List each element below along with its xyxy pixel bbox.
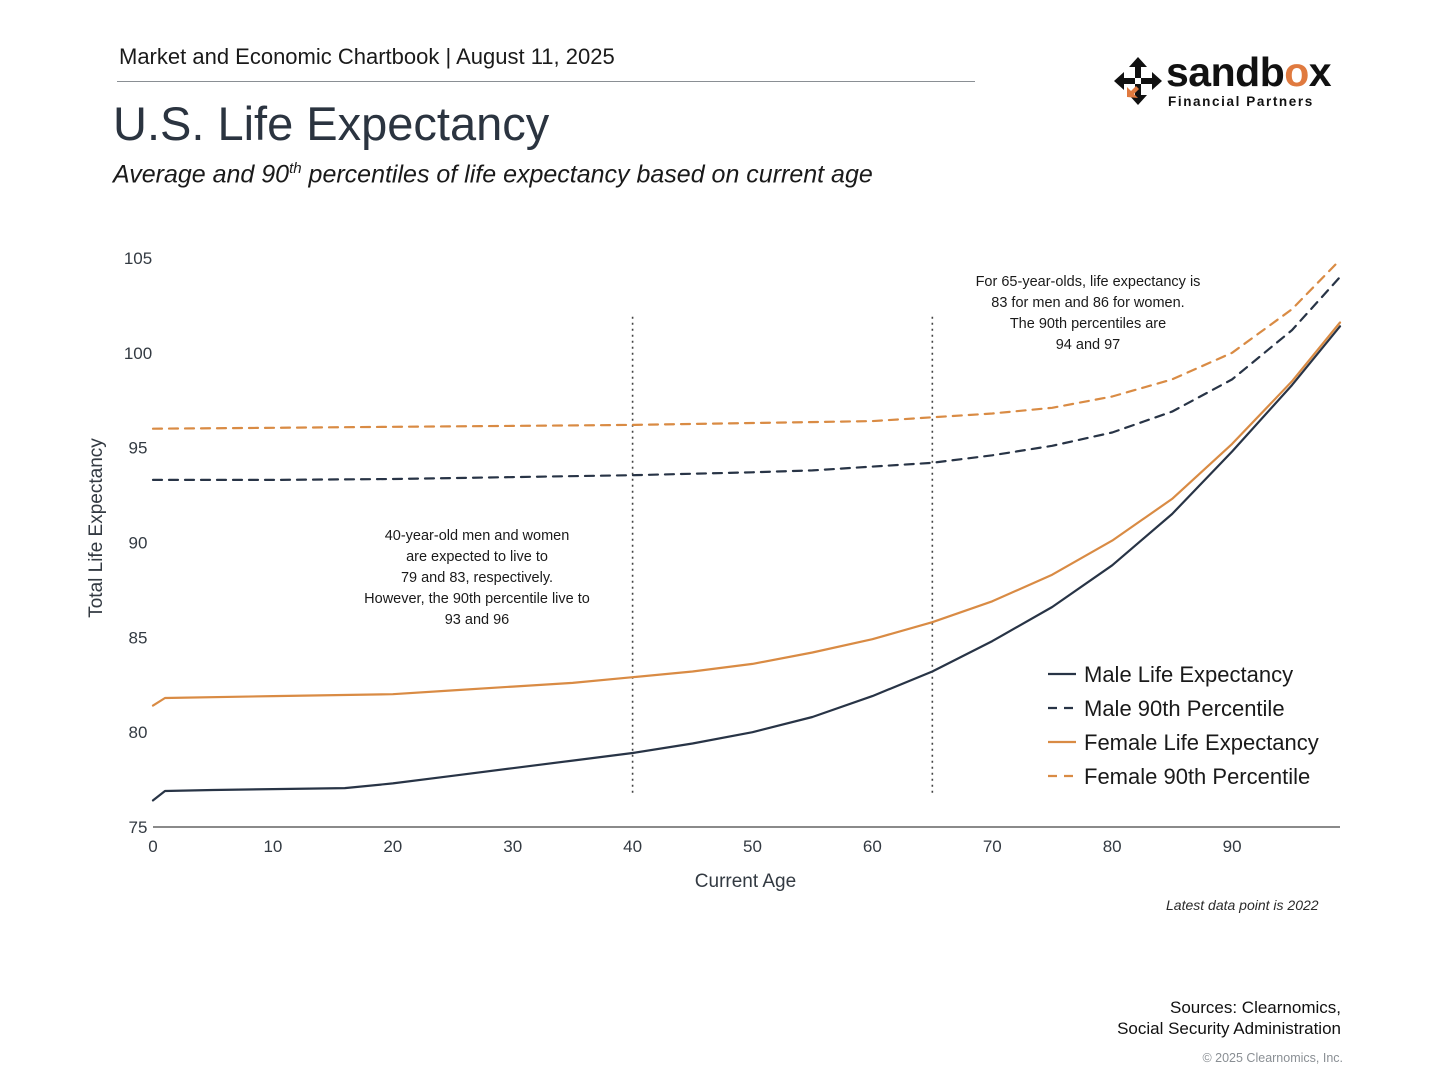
x-tick-label: 90 <box>1223 837 1242 856</box>
sources-line-2: Social Security Administration <box>1117 1019 1341 1038</box>
y-tick-label: 80 <box>129 723 148 742</box>
annotation-line: 40-year-old men and women <box>385 528 570 544</box>
sandbox-logo: sandbox Financial Partners <box>1114 49 1332 114</box>
y-tick-label: 85 <box>129 628 148 647</box>
annotation-line: 83 for men and 86 for women. <box>991 295 1184 311</box>
legend-label: Male 90th Percentile <box>1084 696 1285 721</box>
y-tick-label: 100 <box>124 344 152 363</box>
latest-data-note: Latest data point is 2022 <box>1166 897 1319 913</box>
legend-label: Male Life Expectancy <box>1084 662 1293 687</box>
annotation-line: 79 and 83, respectively. <box>401 570 553 586</box>
legend-label: Female Life Expectancy <box>1084 730 1319 755</box>
series-line-female-life-expectancy <box>151 321 1342 707</box>
legend-label: Female 90th Percentile <box>1084 764 1310 789</box>
legend-item: Female 90th Percentile <box>1048 764 1310 789</box>
sources-note: Sources: Clearnomics, Social Security Ad… <box>1117 997 1341 1039</box>
annotation-line: The 90th percentiles are <box>1010 316 1166 332</box>
chartbook-header: Market and Economic Chartbook | August 1… <box>119 44 615 69</box>
annotation-line: However, the 90th percentile live to <box>364 591 590 607</box>
annotations: 40-year-old men and women are expected to… <box>364 274 1200 628</box>
x-tick-label: 10 <box>263 837 282 856</box>
y-axis-title: Total Life Expectancy <box>86 438 107 618</box>
x-tick-label: 70 <box>983 837 1002 856</box>
annotation-age65: For 65-year-olds, life expectancy is 83 f… <box>976 274 1201 353</box>
x-axis-title: Current Age <box>695 871 796 892</box>
legend-item: Male 90th Percentile <box>1048 696 1285 721</box>
x-tick-label: 30 <box>503 837 522 856</box>
x-tick-label: 40 <box>623 837 642 856</box>
y-tick-label: 95 <box>129 439 148 458</box>
series-line-female-90th-percentile <box>151 258 1342 430</box>
series-line-male-life-expectancy <box>151 325 1342 802</box>
annotation-line: 93 and 96 <box>445 612 510 628</box>
y-tick-label: 105 <box>124 249 152 268</box>
sources-line-1: Sources: Clearnomics, <box>1169 998 1341 1017</box>
x-tick-label: 60 <box>863 837 882 856</box>
annotation-age40: 40-year-old men and women are expected to… <box>364 528 590 628</box>
logo-subtitle: Financial Partners <box>1168 94 1314 109</box>
chart-legend: Male Life Expectancy Male 90th Percentile… <box>1048 662 1319 789</box>
series-lines <box>151 258 1342 802</box>
page-title: U.S. Life Expectancy <box>113 97 550 150</box>
y-tick-label: 75 <box>129 818 148 837</box>
annotation-line: For 65-year-olds, life expectancy is <box>976 274 1201 290</box>
copyright-note: © 2025 Clearnomics, Inc. <box>1202 1051 1343 1065</box>
logo-wordmark: sandbox <box>1166 49 1332 95</box>
header-divider <box>117 81 975 82</box>
legend-item: Female Life Expectancy <box>1048 730 1319 755</box>
legend-item: Male Life Expectancy <box>1048 662 1293 687</box>
axes: 0 10 20 30 40 50 60 70 80 90 75 80 85 90 95 100 105 Curre… <box>86 249 1340 892</box>
logo-arrows-icon <box>1114 57 1162 105</box>
x-tick-label: 0 <box>148 837 157 856</box>
page-subtitle: Average and 90th percentiles of life exp… <box>113 160 873 189</box>
x-tick-label: 20 <box>383 837 402 856</box>
reference-lines <box>631 316 934 797</box>
x-tick-label: 50 <box>743 837 762 856</box>
series-line-male-90th-percentile <box>151 275 1342 481</box>
annotation-line: are expected to live to <box>406 549 548 565</box>
x-tick-label: 80 <box>1103 837 1122 856</box>
annotation-line: 94 and 97 <box>1056 337 1121 353</box>
y-tick-label: 90 <box>129 534 148 553</box>
